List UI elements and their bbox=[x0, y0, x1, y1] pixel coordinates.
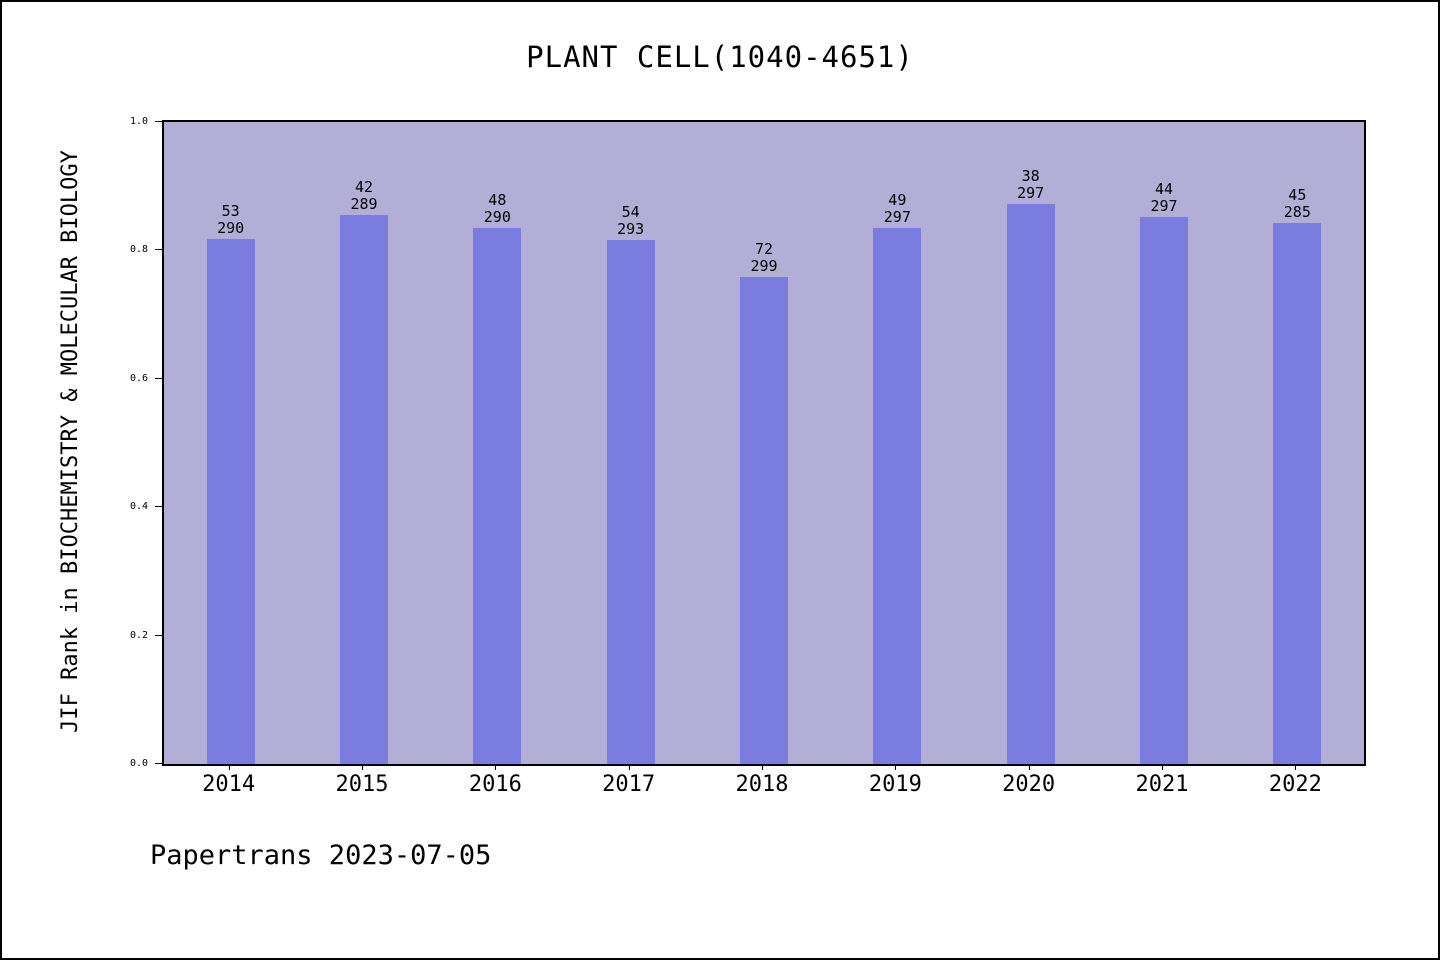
x-tick-mark bbox=[1162, 764, 1163, 770]
bar-value-label: 48 290 bbox=[483, 191, 511, 226]
bar bbox=[1273, 223, 1322, 764]
y-tick-mark bbox=[155, 506, 162, 508]
x-tick-label: 2017 bbox=[602, 772, 656, 797]
x-tick-label: 2022 bbox=[1268, 772, 1322, 797]
bar bbox=[340, 215, 388, 764]
y-tick-label: 0.6 bbox=[129, 372, 148, 384]
x-tick-mark bbox=[1295, 764, 1297, 770]
bar bbox=[740, 277, 788, 764]
bar-value-label: 53 290 bbox=[217, 202, 245, 237]
bar-value-label: 72 299 bbox=[750, 240, 778, 275]
y-tick-mark bbox=[155, 377, 162, 379]
x-tick-label: 2021 bbox=[1135, 772, 1189, 797]
x-tick-mark bbox=[895, 764, 897, 770]
footer-watermark: Papertrans 2023-07-05 bbox=[150, 840, 492, 871]
x-tick-mark bbox=[495, 764, 497, 770]
y-axis-label-wrap: JIF Rank in BIOCHEMISTRY & MOLECULAR BIO… bbox=[40, 120, 100, 762]
bar bbox=[1140, 217, 1188, 764]
bar bbox=[473, 228, 522, 764]
bar-value-label: 42 289 bbox=[350, 178, 378, 213]
x-tick-mark bbox=[362, 764, 363, 770]
y-tick-label: 0.0 bbox=[129, 758, 148, 769]
y-axis-label: JIF Rank in BIOCHEMISTRY & MOLECULAR BIO… bbox=[57, 149, 83, 733]
y-tick-label: 0.2 bbox=[129, 629, 148, 641]
bar bbox=[873, 228, 922, 764]
y-tick-label: 0.8 bbox=[129, 244, 148, 256]
bar-value-label: 38 297 bbox=[1017, 167, 1045, 202]
x-tick-label: 2016 bbox=[468, 772, 522, 797]
x-tick-label: 2019 bbox=[868, 772, 922, 797]
bar-value-label: 54 293 bbox=[617, 203, 645, 238]
x-tick-mark bbox=[1028, 764, 1030, 770]
plot-area: 53 290 42 289 48 290 54 293 72 299 49 297 38 2… bbox=[162, 120, 1366, 766]
y-tick-mark bbox=[155, 763, 162, 764]
x-tick-mark bbox=[762, 764, 763, 770]
x-tick-mark bbox=[628, 764, 630, 770]
x-tick-label: 2014 bbox=[202, 772, 256, 797]
chart-title: PLANT CELL(1040-4651) bbox=[526, 40, 914, 74]
bar bbox=[606, 240, 655, 764]
x-tick-label: 2015 bbox=[335, 772, 389, 797]
y-tick-mark bbox=[155, 121, 162, 122]
x-tick-mark bbox=[228, 764, 230, 770]
y-tick-mark bbox=[155, 634, 162, 636]
bar bbox=[1006, 204, 1055, 764]
x-tick-label: 2018 bbox=[735, 772, 789, 797]
bar bbox=[206, 239, 255, 764]
y-tick-label: 1.0 bbox=[129, 116, 148, 127]
y-tick-label: 0.4 bbox=[129, 501, 148, 513]
y-tick-mark bbox=[155, 249, 162, 251]
bar-value-label: 44 297 bbox=[1150, 180, 1178, 215]
x-tick-label: 2020 bbox=[1002, 772, 1056, 797]
bar-value-label: 45 285 bbox=[1283, 186, 1311, 221]
bar-value-label: 49 297 bbox=[883, 191, 911, 226]
